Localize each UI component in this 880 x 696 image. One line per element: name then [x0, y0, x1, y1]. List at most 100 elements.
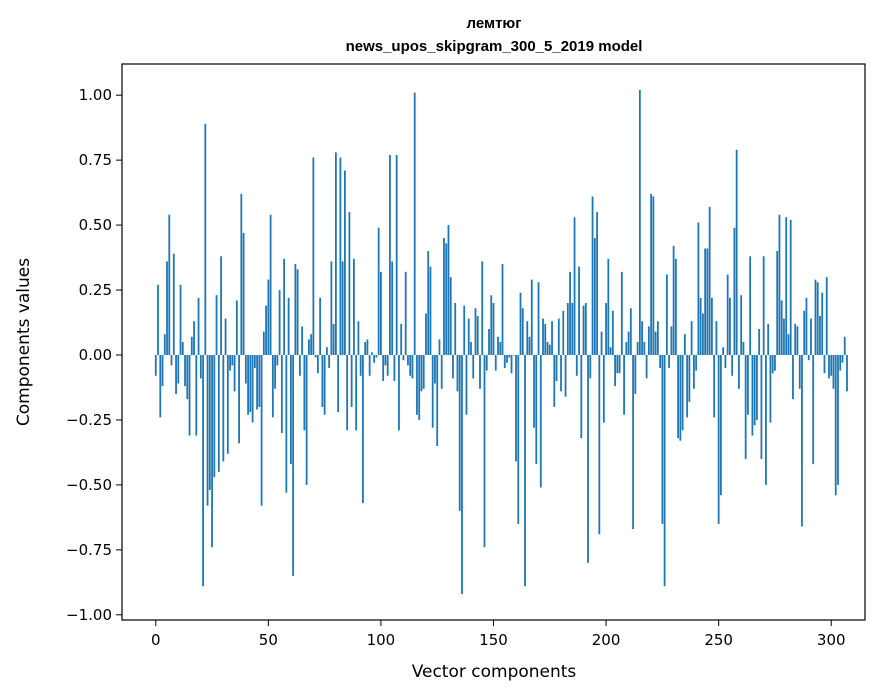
bar-component-73: [319, 297, 322, 355]
bar-component-227: [665, 274, 668, 355]
bar-component-107: [395, 154, 398, 355]
bar-component-82: [339, 157, 342, 355]
bar-component-148: [488, 329, 490, 355]
bar-component-66: [303, 354, 306, 431]
bar-component-298: [825, 277, 828, 355]
bar-component-204: [614, 354, 616, 387]
bar-component-4: [163, 334, 166, 355]
bar-component-278: [780, 300, 783, 355]
bar-component-165: [526, 321, 529, 355]
bar-component-29: [220, 256, 222, 355]
bar-component-140: [470, 342, 472, 355]
bar-component-226: [663, 354, 666, 587]
bar-component-145: [481, 261, 484, 355]
bar-component-291: [810, 318, 812, 355]
bar-component-45: [256, 354, 258, 410]
bar-component-189: [580, 354, 583, 439]
bar-component-6: [168, 214, 171, 355]
bar-component-257: [733, 227, 736, 355]
bar-component-231: [674, 258, 677, 355]
y-axis: −1.00 −0.75 −0.50 −0.25 0.00 0.25 0.50 0.75 1.00: [66, 86, 122, 624]
bar-component-70: [312, 157, 315, 355]
x-axis: 0 50 100 150 200 250 300: [151, 620, 846, 649]
y-tick-label: −0.50: [66, 476, 112, 494]
bar-component-281: [787, 334, 790, 355]
bar-component-265: [751, 354, 754, 436]
y-tick-label: 0.75: [79, 151, 112, 169]
bar-component-27: [215, 295, 218, 355]
bar-component-35: [233, 354, 236, 392]
bar-component-134: [456, 354, 459, 392]
bar-component-173: [544, 323, 547, 355]
bar-component-77: [328, 354, 331, 368]
bar-component-175: [548, 344, 551, 355]
bar-component-219: [647, 326, 650, 355]
bar-component-11: [179, 284, 182, 355]
bar-component-264: [749, 256, 752, 355]
bar-component-203: [611, 310, 614, 355]
bar-component-150: [492, 303, 495, 355]
bar-component-28: [217, 354, 220, 472]
bar-component-54: [276, 354, 279, 366]
bar-component-13: [184, 354, 186, 387]
bar-component-277: [778, 214, 781, 355]
bar-component-59: [287, 297, 290, 355]
bar-component-118: [420, 354, 423, 392]
bar-component-239: [692, 354, 695, 389]
bar-component-20: [199, 354, 202, 379]
bar-component-43: [251, 354, 254, 423]
bar-component-36: [235, 300, 238, 355]
bar-component-133: [454, 303, 457, 355]
bar-component-156: [506, 354, 508, 363]
bar-component-67: [305, 354, 308, 485]
bar-component-164: [524, 354, 526, 587]
bar-component-108: [398, 354, 400, 431]
bar-component-169: [535, 354, 538, 465]
bar-component-208: [623, 354, 625, 415]
bar-component-5: [166, 261, 168, 355]
chart-subtitle: news_upos_skipgram_300_5_2019 model: [346, 38, 643, 55]
y-tick-label: 1.00: [79, 86, 112, 104]
bar-component-160: [515, 354, 517, 462]
bar-component-42: [249, 354, 252, 413]
bar-component-286: [798, 354, 801, 389]
bar-component-119: [422, 354, 425, 389]
bar-component-305: [841, 354, 844, 363]
bar-component-250: [717, 354, 720, 524]
bar-component-168: [533, 354, 535, 428]
bar-component-79: [332, 323, 335, 355]
bar-component-210: [627, 331, 630, 355]
bar-component-248: [713, 354, 716, 418]
bar-component-50: [267, 279, 270, 355]
bar-component-183: [566, 303, 569, 355]
bar-component-225: [661, 354, 664, 524]
x-tick-label: 0: [151, 631, 161, 649]
bars-series: [154, 89, 848, 595]
bar-component-270: [762, 256, 765, 355]
bar-component-115: [413, 92, 416, 355]
bar-component-245: [706, 248, 709, 355]
bar-component-293: [814, 279, 817, 355]
bar-component-229: [670, 326, 673, 355]
bar-component-269: [760, 354, 763, 459]
bar-component-304: [839, 354, 842, 371]
bar-component-221: [652, 196, 655, 355]
bar-component-300: [830, 354, 833, 376]
bar-component-32: [226, 354, 229, 454]
bar-component-182: [564, 354, 567, 397]
bar-component-58: [285, 354, 288, 493]
bar-component-153: [499, 342, 502, 355]
bar-component-256: [731, 354, 734, 376]
bar-component-232: [677, 354, 680, 439]
bar-component-85: [346, 354, 349, 431]
bar-component-201: [607, 258, 610, 355]
bar-component-30: [222, 354, 225, 462]
bar-component-254: [726, 274, 729, 355]
bar-component-163: [521, 308, 524, 355]
bar-component-207: [620, 271, 623, 355]
bar-component-260: [740, 295, 743, 355]
bar-component-3: [161, 354, 164, 387]
bar-component-238: [690, 321, 693, 355]
bar-component-215: [638, 89, 641, 355]
bar-component-0: [154, 354, 157, 376]
